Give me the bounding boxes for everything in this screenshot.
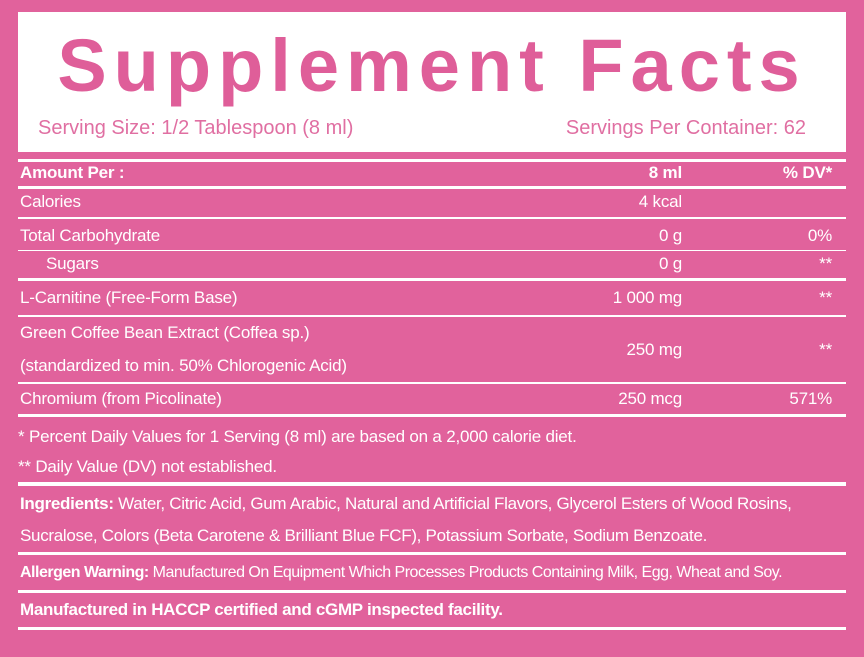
allergen-warning: Allergen Warning: Manufactured On Equipm…: [20, 557, 840, 589]
rule: [18, 552, 846, 555]
ingredients-text: Water, Citric Acid, Gum Arabic, Natural …: [20, 494, 792, 545]
rule: [18, 414, 846, 417]
footnote: * Percent Daily Values for 1 Serving (8 …: [18, 427, 577, 446]
serving-size: Serving Size: 1/2 Tablespoon (8 ml): [38, 117, 354, 139]
nutrient-dv: 0%: [807, 226, 832, 245]
title: Supplement Facts: [57, 24, 807, 107]
nutrient-name: L-Carnitine (Free-Form Base): [20, 288, 238, 307]
allergen-text: Manufactured On Equipment Which Processe…: [152, 564, 783, 581]
nutrient-amount: 250 mg: [626, 340, 682, 359]
nutrient-name: Green Coffee Bean Extract (Coffea sp.): [20, 323, 310, 342]
rule: [18, 590, 846, 593]
nutrient-dv: **: [819, 254, 832, 273]
manufacturing-note: Manufactured in HACCP certified and cGMP…: [20, 600, 503, 619]
nutrient-name: Chromium (from Picolinate): [20, 389, 222, 408]
rule: [18, 186, 846, 189]
allergen-label: Allergen Warning:: [20, 564, 149, 581]
column-header: Amount Per :: [20, 163, 125, 182]
nutrient-amount: 1 000 mg: [612, 288, 682, 307]
nutrient-name: Total Carbohydrate: [20, 226, 161, 245]
nutrient-name: Calories: [20, 192, 81, 211]
nutrient-name: (standardized to min. 50% Chlorogenic Ac…: [20, 356, 347, 375]
ingredients-label: Ingredients:: [20, 494, 114, 513]
nutrient-dv: 571%: [789, 389, 832, 408]
rule: [18, 250, 846, 251]
servings-per-container: Servings Per Container: 62: [565, 117, 806, 139]
rule: [18, 217, 846, 219]
rule: [18, 627, 846, 630]
nutrient-amount: 250 mcg: [618, 389, 682, 408]
nutrient-dv: **: [819, 288, 832, 307]
rule: [18, 159, 846, 162]
rule: [18, 315, 846, 317]
column-header: % DV*: [782, 163, 832, 182]
column-header: 8 ml: [648, 163, 682, 182]
rule: [18, 482, 846, 486]
ingredients: Ingredients: Water, Citric Acid, Gum Ara…: [20, 488, 840, 552]
rule: [18, 278, 846, 281]
nutrient-dv: **: [819, 340, 832, 359]
nutrient-amount: 0 g: [658, 226, 682, 245]
header-box: Supplement Facts Serving Size: 1/2 Table…: [18, 12, 846, 152]
nutrient-amount: 0 g: [658, 254, 682, 273]
nutrient-amount: 4 kcal: [638, 192, 682, 211]
nutrient-name: Sugars: [46, 254, 99, 273]
rule: [18, 382, 846, 384]
footnote: ** Daily Value (DV) not established.: [18, 457, 277, 476]
